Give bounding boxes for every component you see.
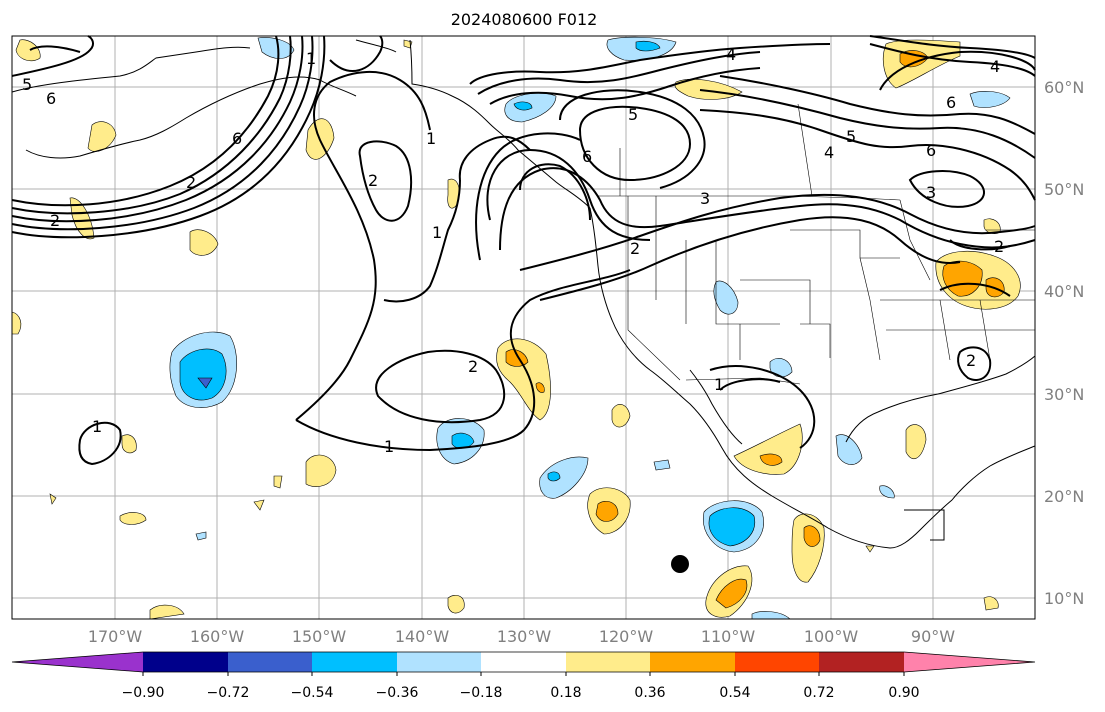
svg-text:2: 2 <box>50 211 60 230</box>
colorbar-tick: −0.36 <box>376 685 419 701</box>
colorbar-segment <box>819 652 904 672</box>
svg-text:3: 3 <box>926 183 936 202</box>
lon-label: 120°W <box>599 627 654 646</box>
map-title: 2024080600 F012 <box>450 10 598 29</box>
lat-label: 20°N <box>1044 487 1084 506</box>
storm-position-marker <box>671 555 689 573</box>
colorbar-tick: 0.36 <box>634 685 665 701</box>
svg-text:3: 3 <box>700 189 710 208</box>
colorbar-segment <box>312 652 397 672</box>
svg-text:5: 5 <box>628 105 638 124</box>
svg-text:1: 1 <box>92 417 102 436</box>
svg-text:6: 6 <box>946 93 956 112</box>
svg-text:2: 2 <box>468 357 478 376</box>
colorbar-tick-labels: −0.90 −0.72 −0.54 −0.36 −0.18 0.18 0.36 … <box>122 685 920 701</box>
colorbar-segment <box>143 652 228 672</box>
svg-text:2: 2 <box>966 351 976 370</box>
colorbar-segment <box>904 652 1035 672</box>
svg-text:6: 6 <box>46 89 56 108</box>
longitude-labels: 170°W 160°W 150°W 140°W 130°W 120°W 110°… <box>88 627 955 646</box>
svg-text:1: 1 <box>306 49 316 68</box>
svg-text:2: 2 <box>368 171 378 190</box>
lat-label: 50°N <box>1044 180 1084 199</box>
svg-text:1: 1 <box>426 129 436 148</box>
colorbar-segment <box>397 652 481 672</box>
lon-label: 130°W <box>497 627 552 646</box>
colorbar <box>11 651 1036 676</box>
lon-label: 160°W <box>190 627 245 646</box>
colorbar-tick: 0.54 <box>719 685 750 701</box>
svg-text:4: 4 <box>990 57 1000 76</box>
colorbar-segment <box>481 652 566 672</box>
colorbar-segment <box>650 652 735 672</box>
gridlines <box>12 36 1035 619</box>
svg-text:1: 1 <box>384 437 394 456</box>
lon-label: 100°W <box>804 627 859 646</box>
svg-text:2: 2 <box>186 173 196 192</box>
lat-label: 40°N <box>1044 282 1084 301</box>
political-borders <box>598 103 1035 385</box>
contour-lines <box>11 35 1036 466</box>
lon-label: 90°W <box>911 627 955 646</box>
lon-label: 170°W <box>88 627 143 646</box>
lat-label: 10°N <box>1044 589 1084 608</box>
colorbar-segment <box>228 652 312 672</box>
svg-text:1: 1 <box>714 375 724 394</box>
contour-labels: 5 6 6 2 2 1 1 2 1 2 1 1 5 6 3 2 5 4 6 3 … <box>22 45 1004 456</box>
svg-text:6: 6 <box>926 141 936 160</box>
lon-label: 150°W <box>292 627 347 646</box>
map-border <box>11 35 1036 620</box>
colorbar-segment <box>12 652 143 672</box>
lat-label: 30°N <box>1044 385 1084 404</box>
svg-text:4: 4 <box>824 143 834 162</box>
latitude-labels: 60°N 50°N 40°N 30°N 20°N 10°N <box>1044 78 1084 608</box>
shaded-anomalies <box>11 36 1021 620</box>
colorbar-tick: −0.72 <box>207 685 250 701</box>
svg-text:2: 2 <box>630 239 640 258</box>
colorbar-tick: −0.18 <box>460 685 503 701</box>
colorbar-segment <box>735 652 819 672</box>
svg-text:5: 5 <box>22 75 32 94</box>
colorbar-tick: 0.90 <box>888 685 919 701</box>
colorbar-tick: −0.90 <box>122 685 165 701</box>
colorbar-segment <box>566 652 650 672</box>
lon-label: 110°W <box>701 627 756 646</box>
svg-text:1: 1 <box>432 223 442 242</box>
svg-text:6: 6 <box>232 129 242 148</box>
coastlines <box>11 39 1036 549</box>
colorbar-tick: −0.54 <box>291 685 334 701</box>
colorbar-tick: 0.72 <box>803 685 834 701</box>
svg-text:6: 6 <box>582 147 592 166</box>
lon-label: 140°W <box>395 627 450 646</box>
lat-label: 60°N <box>1044 78 1084 97</box>
colorbar-tick: 0.18 <box>550 685 581 701</box>
svg-text:4: 4 <box>726 45 736 64</box>
svg-text:5: 5 <box>846 127 856 146</box>
svg-text:2: 2 <box>994 237 1004 256</box>
